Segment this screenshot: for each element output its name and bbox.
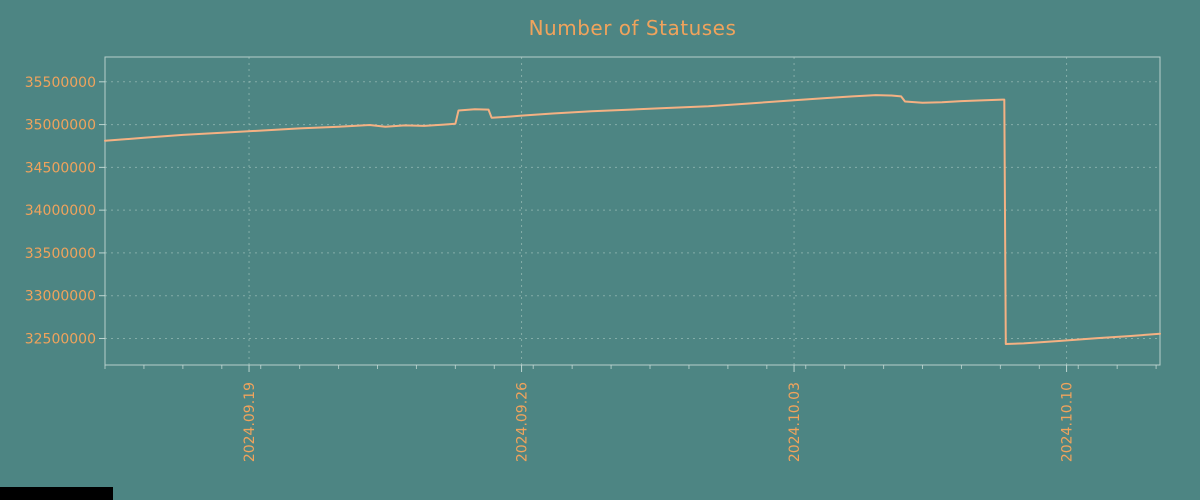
y-tick-label: 34500000 [25, 160, 96, 176]
x-tick-label: 2024.10.10 [1060, 382, 1076, 462]
y-tick-label: 32500000 [25, 331, 96, 347]
x-tick-label: 2024.09.26 [515, 382, 531, 462]
plot-border [104, 56, 1161, 366]
chart-title: Number of Statuses [528, 16, 737, 40]
series-line [104, 94, 1161, 345]
x-tick-label: 2024.09.19 [242, 382, 258, 462]
y-tick-label: 33500000 [25, 246, 96, 262]
y-tick-label: 34000000 [25, 203, 96, 219]
y-tick-label: 35000000 [25, 118, 96, 134]
x-tick-label: 2024.10.03 [787, 382, 803, 462]
y-tick-label: 35500000 [25, 75, 96, 91]
bottom-left-dark-bar [0, 487, 113, 500]
y-tick-label: 33000000 [25, 289, 96, 305]
